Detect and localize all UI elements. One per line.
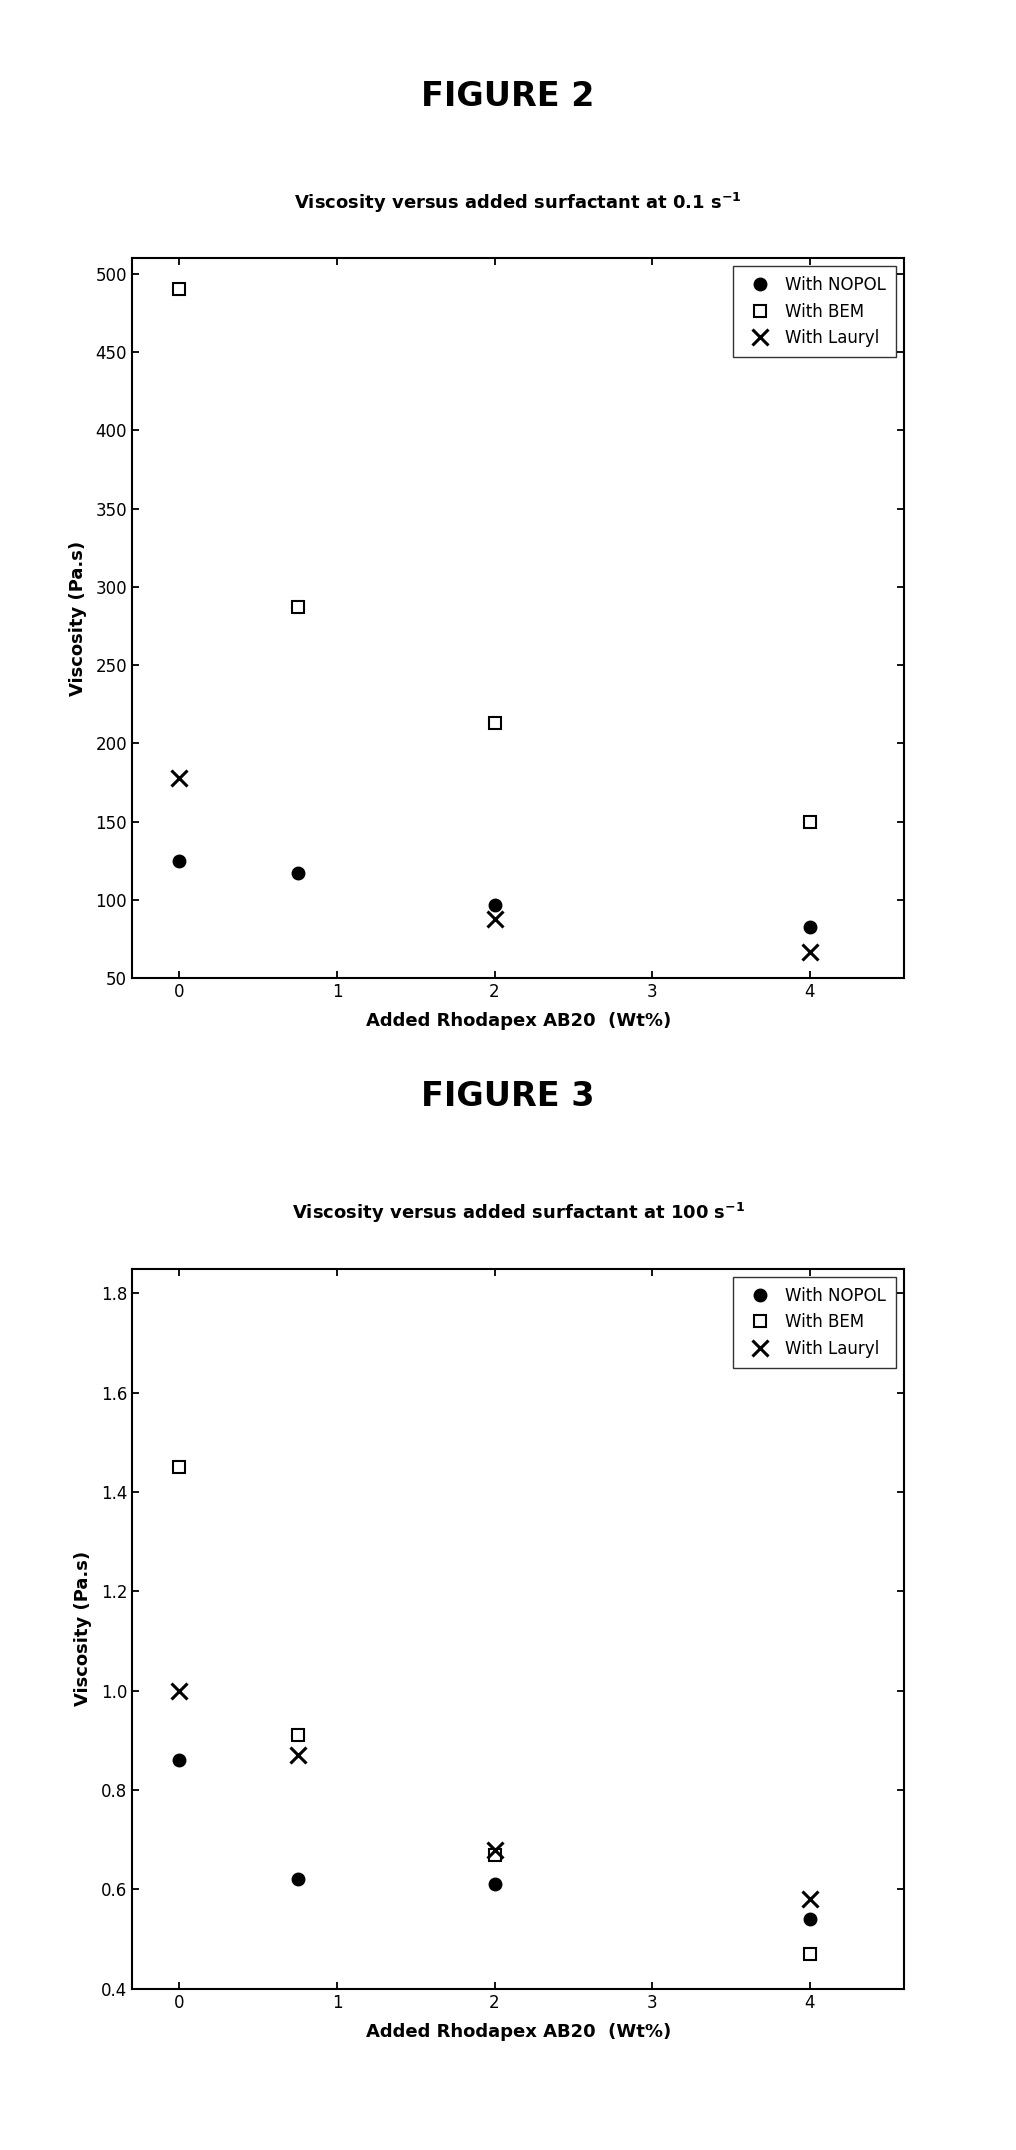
- With NOPOL: [174, 1748, 186, 1774]
- Line: With NOPOL: With NOPOL: [173, 854, 816, 933]
- Legend: With NOPOL, With BEM, With Lauryl: With NOPOL, With BEM, With Lauryl: [734, 1277, 896, 1367]
- With BEM: [489, 1843, 501, 1868]
- With BEM: [174, 277, 186, 303]
- With BEM: [804, 1941, 816, 1967]
- With NOPOL: [292, 1866, 304, 1892]
- Line: With Lauryl: With Lauryl: [172, 770, 817, 959]
- With BEM: [489, 710, 501, 735]
- With Lauryl: [804, 1886, 816, 1911]
- With NOPOL: [489, 892, 501, 918]
- With NOPOL: [292, 860, 304, 886]
- With NOPOL: [804, 914, 816, 940]
- With NOPOL: [489, 1870, 501, 1896]
- With NOPOL: [174, 847, 186, 873]
- With Lauryl: [174, 1677, 186, 1703]
- Y-axis label: Viscosity (Pa.s): Viscosity (Pa.s): [69, 540, 87, 697]
- With BEM: [174, 1453, 186, 1479]
- Line: With BEM: With BEM: [173, 284, 816, 828]
- Y-axis label: Viscosity (Pa.s): Viscosity (Pa.s): [74, 1550, 92, 1707]
- Text: Viscosity versus added surfactant at $\mathbf{0.1\ s^{-1}}$: Viscosity versus added surfactant at $\m…: [295, 191, 742, 215]
- With Lauryl: [804, 940, 816, 965]
- Text: FIGURE 2: FIGURE 2: [422, 80, 594, 114]
- With NOPOL: [804, 1907, 816, 1933]
- Text: Viscosity versus added surfactant at $\mathbf{100\ s^{-1}}$: Viscosity versus added surfactant at $\m…: [292, 1202, 745, 1226]
- With BEM: [292, 593, 304, 619]
- X-axis label: Added Rhodapex AB20  (Wt%): Added Rhodapex AB20 (Wt%): [366, 2023, 671, 2040]
- With BEM: [292, 1722, 304, 1748]
- Legend: With NOPOL, With BEM, With Lauryl: With NOPOL, With BEM, With Lauryl: [734, 267, 896, 357]
- X-axis label: Added Rhodapex AB20  (Wt%): Added Rhodapex AB20 (Wt%): [366, 1013, 671, 1030]
- Line: With BEM: With BEM: [173, 1462, 816, 1961]
- Text: FIGURE 3: FIGURE 3: [422, 1079, 594, 1114]
- With Lauryl: [292, 1742, 304, 1767]
- With Lauryl: [489, 1836, 501, 1862]
- Line: With Lauryl: With Lauryl: [172, 1683, 817, 1907]
- With Lauryl: [174, 765, 186, 791]
- With Lauryl: [489, 905, 501, 931]
- With BEM: [804, 808, 816, 834]
- Line: With NOPOL: With NOPOL: [173, 1754, 816, 1926]
